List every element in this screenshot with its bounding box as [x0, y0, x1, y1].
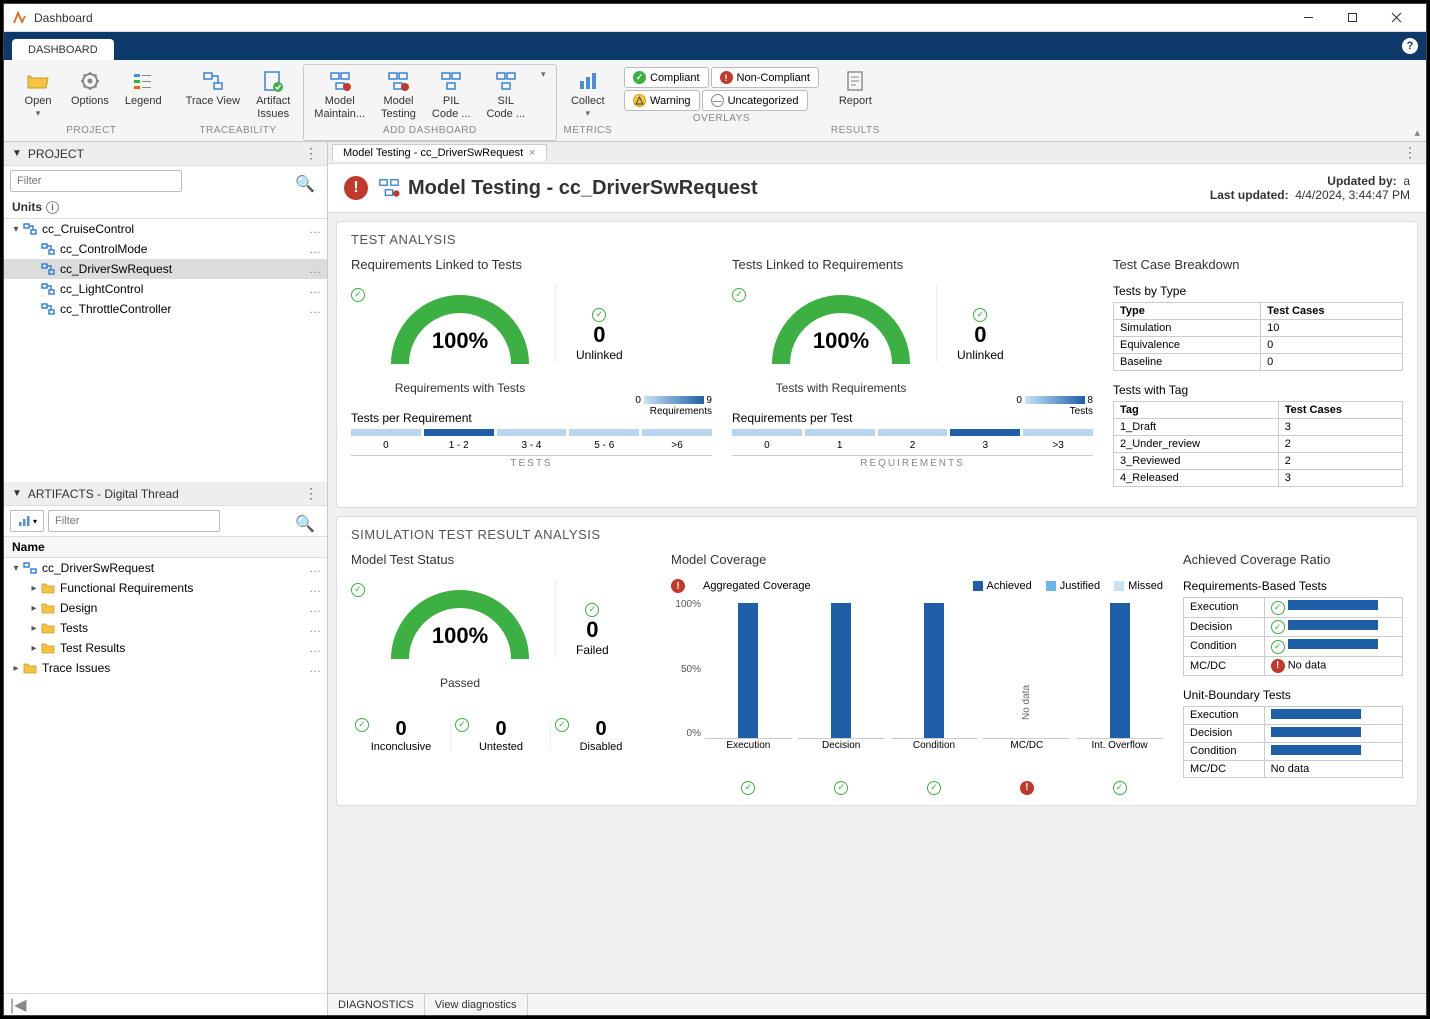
tab-dashboard[interactable]: DASHBOARD [12, 39, 114, 60]
close-tab-button[interactable]: × [529, 147, 535, 159]
units-label: Units [12, 200, 42, 214]
artifacts-view-button[interactable]: ▾ [10, 510, 44, 532]
check-icon: ✓ [973, 308, 987, 322]
search-icon: 🔍 [295, 514, 315, 534]
search-icon: 🔍 [295, 174, 315, 194]
options-button[interactable]: Options [65, 67, 115, 123]
artifacts-tree: ▾cc_DriverSwRequest…▸Functional Requirem… [4, 558, 327, 993]
tree-item[interactable]: cc_DriverSwRequest… [4, 259, 327, 279]
maximize-button[interactable] [1330, 4, 1374, 32]
artifacts-menu-button[interactable]: ⋮ [304, 485, 319, 502]
check-icon: ✓ [927, 781, 941, 795]
artifact-issues-button[interactable]: Artifact Issues [250, 67, 296, 123]
check-icon: ✓ [834, 781, 848, 795]
check-icon: ✓ [1271, 601, 1285, 615]
tree-item[interactable]: cc_LightControl… [4, 279, 327, 299]
trace-view-button[interactable]: Trace View [180, 67, 246, 123]
check-icon: ✓ [351, 288, 365, 302]
model-test-status-widget: Model Test Status ✓ 100% Passed ✓ 0 Fail… [351, 552, 651, 795]
check-icon: ✓ [585, 603, 599, 617]
check-icon: ✓ [1113, 781, 1127, 795]
tree-item[interactable]: ▾cc_CruiseControl… [4, 219, 327, 239]
diagnostics-button[interactable]: DIAGNOSTICS [328, 994, 425, 1015]
minimize-button[interactable] [1286, 4, 1330, 32]
check-icon: ✓ [355, 718, 369, 732]
model-icon [378, 177, 400, 199]
test-analysis-card: TEST ANALYSIS Requirements Linked to Tes… [336, 221, 1418, 508]
error-icon: ! [1271, 659, 1285, 673]
check-icon: ✓ [592, 308, 606, 322]
widget: Requirements Linked to Tests ✓ 100% Requ… [351, 257, 712, 497]
open-button[interactable]: Open▾ [15, 67, 61, 123]
error-icon: ! [344, 176, 368, 200]
close-button[interactable] [1374, 4, 1418, 32]
artifacts-filter-input[interactable] [48, 510, 220, 532]
tree-item[interactable]: ▸Tests… [4, 618, 327, 638]
check-icon: ✓ [741, 781, 755, 795]
check-icon: ✓ [455, 718, 469, 732]
toolbar: Open▾ Options Legend PROJECT Trace View [4, 60, 1426, 142]
project-menu-button[interactable]: ⋮ [304, 145, 319, 162]
nav-back-button[interactable]: |◀ [10, 995, 26, 1015]
sim-analysis-card: SIMULATION TEST RESULT ANALYSIS Model Te… [336, 516, 1418, 806]
error-icon: ! [1020, 781, 1034, 795]
pil-code-button[interactable]: PIL Code ... [426, 67, 477, 123]
check-icon: ✓ [1271, 640, 1285, 654]
tree-item[interactable]: ▸Test Results… [4, 638, 327, 658]
model-coverage-widget: Model Coverage !Aggregated CoverageAchie… [671, 552, 1163, 795]
add-dashboard-more-button[interactable]: ▾ [535, 67, 552, 123]
check-icon: ✓ [555, 718, 569, 732]
check-icon: ✓ [351, 583, 365, 597]
content-tab[interactable]: Model Testing - cc_DriverSwRequest × [332, 144, 547, 161]
sil-code-button[interactable]: SIL Code ... [480, 67, 531, 123]
project-tree: ▾cc_CruiseControl…cc_ControlMode…cc_Driv… [4, 219, 327, 319]
view-diagnostics-button[interactable]: View diagnostics [425, 994, 528, 1015]
check-icon: ✓ [1271, 620, 1285, 634]
report-button[interactable]: Report [832, 67, 878, 123]
project-filter-input[interactable] [10, 170, 182, 192]
name-column-header: Name [4, 536, 327, 558]
content-tab-menu-button[interactable]: ⋮ [1403, 144, 1418, 161]
collect-button[interactable]: Collect▾ [565, 67, 611, 123]
widget: Tests Linked to Requirements ✓ 100% Test… [732, 257, 1093, 497]
info-icon[interactable]: i [46, 201, 59, 214]
breakdown-widget: Test Case Breakdown Tests by Type TypeTe… [1113, 257, 1403, 497]
help-button[interactable]: ? [1402, 38, 1418, 54]
compliant-overlay-button[interactable]: ✓Compliant [624, 67, 709, 88]
artifacts-collapse-button[interactable]: ▼ [12, 488, 22, 499]
non-compliant-overlay-button[interactable]: !Non-Compliant [711, 67, 819, 88]
tree-item[interactable]: cc_ThrottleController… [4, 299, 327, 319]
warning-overlay-button[interactable]: △Warning [624, 90, 700, 111]
tree-item[interactable]: ▸Design… [4, 598, 327, 618]
project-panel-title: PROJECT [28, 147, 84, 161]
window-title: Dashboard [34, 11, 1286, 25]
tree-item[interactable]: cc_ControlMode… [4, 239, 327, 259]
project-collapse-button[interactable]: ▼ [12, 148, 22, 159]
check-icon: ✓ [732, 288, 746, 302]
uncategorized-overlay-button[interactable]: —Uncategorized [702, 90, 808, 111]
page-title: Model Testing - cc_DriverSwRequest [408, 177, 1210, 200]
tree-item[interactable]: ▸Trace Issues… [4, 658, 327, 678]
tree-item[interactable]: ▸Functional Requirements… [4, 578, 327, 598]
artifacts-panel-title: ARTIFACTS - Digital Thread [28, 487, 179, 501]
toolbar-collapse-button[interactable]: ▴ [1414, 126, 1420, 139]
legend-button[interactable]: Legend [119, 67, 168, 123]
coverage-ratio-widget: Achieved Coverage Ratio Requirements-Bas… [1183, 552, 1403, 795]
model-testing-button[interactable]: Model Testing [375, 67, 422, 123]
model-maintain-button[interactable]: Model Maintain... [308, 67, 371, 123]
tree-item[interactable]: ▾cc_DriverSwRequest… [4, 558, 327, 578]
